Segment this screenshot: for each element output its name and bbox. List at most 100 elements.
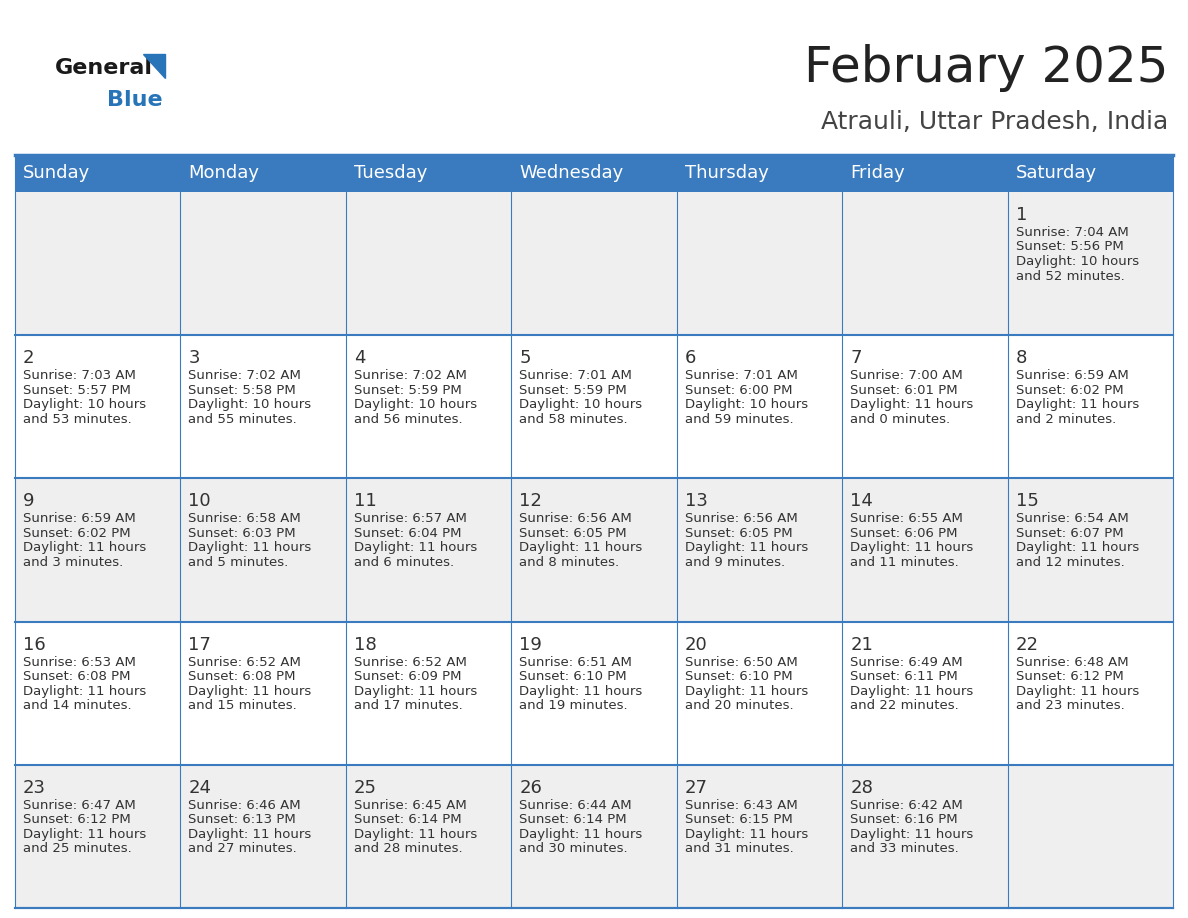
- Text: 1: 1: [1016, 206, 1026, 224]
- Text: Sunrise: 6:44 AM: Sunrise: 6:44 AM: [519, 799, 632, 812]
- Text: and 14 minutes.: and 14 minutes.: [23, 700, 132, 712]
- Text: 7: 7: [851, 349, 861, 367]
- Text: and 53 minutes.: and 53 minutes.: [23, 413, 132, 426]
- Bar: [15, 621, 181, 765]
- Text: Sunday: Sunday: [24, 164, 90, 183]
- Bar: [842, 621, 1007, 765]
- Text: Sunset: 6:15 PM: Sunset: 6:15 PM: [684, 813, 792, 826]
- Text: Daylight: 10 hours: Daylight: 10 hours: [1016, 255, 1138, 268]
- Text: Wednesday: Wednesday: [519, 164, 624, 183]
- Text: Sunrise: 6:57 AM: Sunrise: 6:57 AM: [354, 512, 467, 525]
- Bar: [511, 192, 677, 335]
- Text: Sunset: 6:10 PM: Sunset: 6:10 PM: [684, 670, 792, 683]
- Bar: [842, 192, 1007, 335]
- Bar: [346, 765, 511, 908]
- Polygon shape: [143, 54, 165, 78]
- Text: Sunset: 6:16 PM: Sunset: 6:16 PM: [851, 813, 958, 826]
- Text: Daylight: 11 hours: Daylight: 11 hours: [354, 828, 478, 841]
- Text: and 0 minutes.: and 0 minutes.: [851, 413, 950, 426]
- Text: Daylight: 11 hours: Daylight: 11 hours: [851, 398, 973, 411]
- Text: Daylight: 11 hours: Daylight: 11 hours: [354, 542, 478, 554]
- Bar: [511, 478, 677, 621]
- Text: 19: 19: [519, 635, 542, 654]
- Bar: [677, 335, 842, 478]
- Bar: [511, 621, 677, 765]
- Text: Daylight: 10 hours: Daylight: 10 hours: [23, 398, 146, 411]
- Text: and 22 minutes.: and 22 minutes.: [851, 700, 959, 712]
- Text: Sunset: 5:58 PM: Sunset: 5:58 PM: [189, 384, 296, 397]
- Bar: [842, 765, 1007, 908]
- Bar: [511, 765, 677, 908]
- Text: 13: 13: [684, 492, 708, 510]
- Text: 15: 15: [1016, 492, 1038, 510]
- Text: Sunrise: 6:49 AM: Sunrise: 6:49 AM: [851, 655, 962, 668]
- Text: and 59 minutes.: and 59 minutes.: [684, 413, 794, 426]
- Text: Daylight: 11 hours: Daylight: 11 hours: [23, 828, 146, 841]
- Text: and 31 minutes.: and 31 minutes.: [684, 843, 794, 856]
- Text: Sunset: 6:11 PM: Sunset: 6:11 PM: [851, 670, 958, 683]
- Text: General: General: [55, 58, 153, 78]
- Text: Sunrise: 6:54 AM: Sunrise: 6:54 AM: [1016, 512, 1129, 525]
- Text: Sunrise: 7:03 AM: Sunrise: 7:03 AM: [23, 369, 135, 382]
- Text: 20: 20: [684, 635, 708, 654]
- Text: 23: 23: [23, 778, 46, 797]
- Text: Sunset: 5:59 PM: Sunset: 5:59 PM: [519, 384, 627, 397]
- Text: Monday: Monday: [189, 164, 260, 183]
- Text: Blue: Blue: [107, 90, 163, 110]
- Text: 18: 18: [354, 635, 377, 654]
- Text: Daylight: 11 hours: Daylight: 11 hours: [519, 685, 643, 698]
- Bar: [1007, 621, 1173, 765]
- Text: Sunset: 6:12 PM: Sunset: 6:12 PM: [23, 813, 131, 826]
- Text: Daylight: 11 hours: Daylight: 11 hours: [354, 685, 478, 698]
- Text: Thursday: Thursday: [685, 164, 769, 183]
- Text: Daylight: 10 hours: Daylight: 10 hours: [354, 398, 478, 411]
- Text: Sunset: 6:14 PM: Sunset: 6:14 PM: [519, 813, 627, 826]
- Text: Daylight: 11 hours: Daylight: 11 hours: [1016, 685, 1139, 698]
- Text: and 12 minutes.: and 12 minutes.: [1016, 556, 1124, 569]
- Text: 21: 21: [851, 635, 873, 654]
- Bar: [15, 155, 181, 192]
- Text: Tuesday: Tuesday: [354, 164, 428, 183]
- Text: Daylight: 10 hours: Daylight: 10 hours: [189, 398, 311, 411]
- Text: 8: 8: [1016, 349, 1026, 367]
- Text: Sunset: 6:12 PM: Sunset: 6:12 PM: [1016, 670, 1124, 683]
- Bar: [15, 335, 181, 478]
- Text: Sunset: 6:10 PM: Sunset: 6:10 PM: [519, 670, 627, 683]
- Text: and 5 minutes.: and 5 minutes.: [189, 556, 289, 569]
- Text: Sunrise: 6:58 AM: Sunrise: 6:58 AM: [189, 512, 302, 525]
- Text: Sunrise: 7:02 AM: Sunrise: 7:02 AM: [189, 369, 302, 382]
- Text: Friday: Friday: [851, 164, 905, 183]
- Text: Sunset: 6:07 PM: Sunset: 6:07 PM: [1016, 527, 1123, 540]
- Text: Sunset: 6:06 PM: Sunset: 6:06 PM: [851, 527, 958, 540]
- Bar: [1007, 155, 1173, 192]
- Text: 14: 14: [851, 492, 873, 510]
- Bar: [346, 155, 511, 192]
- Text: 3: 3: [189, 349, 200, 367]
- Text: Sunset: 6:05 PM: Sunset: 6:05 PM: [519, 527, 627, 540]
- Text: Sunrise: 6:53 AM: Sunrise: 6:53 AM: [23, 655, 135, 668]
- Bar: [842, 478, 1007, 621]
- Bar: [15, 192, 181, 335]
- Bar: [677, 765, 842, 908]
- Bar: [181, 192, 346, 335]
- Text: Daylight: 11 hours: Daylight: 11 hours: [851, 828, 973, 841]
- Text: Sunrise: 6:48 AM: Sunrise: 6:48 AM: [1016, 655, 1129, 668]
- Bar: [181, 621, 346, 765]
- Text: 11: 11: [354, 492, 377, 510]
- Text: Sunset: 6:02 PM: Sunset: 6:02 PM: [1016, 384, 1123, 397]
- Bar: [511, 155, 677, 192]
- Text: Sunset: 6:14 PM: Sunset: 6:14 PM: [354, 813, 461, 826]
- Bar: [1007, 192, 1173, 335]
- Text: 26: 26: [519, 778, 542, 797]
- Bar: [1007, 335, 1173, 478]
- Text: Sunrise: 7:04 AM: Sunrise: 7:04 AM: [1016, 226, 1129, 239]
- Text: and 52 minutes.: and 52 minutes.: [1016, 270, 1124, 283]
- Text: Sunrise: 6:50 AM: Sunrise: 6:50 AM: [684, 655, 797, 668]
- Text: Daylight: 11 hours: Daylight: 11 hours: [519, 542, 643, 554]
- Text: and 55 minutes.: and 55 minutes.: [189, 413, 297, 426]
- Text: 12: 12: [519, 492, 542, 510]
- Text: and 6 minutes.: and 6 minutes.: [354, 556, 454, 569]
- Text: Sunset: 6:08 PM: Sunset: 6:08 PM: [23, 670, 131, 683]
- Text: and 23 minutes.: and 23 minutes.: [1016, 700, 1124, 712]
- Text: Daylight: 11 hours: Daylight: 11 hours: [684, 542, 808, 554]
